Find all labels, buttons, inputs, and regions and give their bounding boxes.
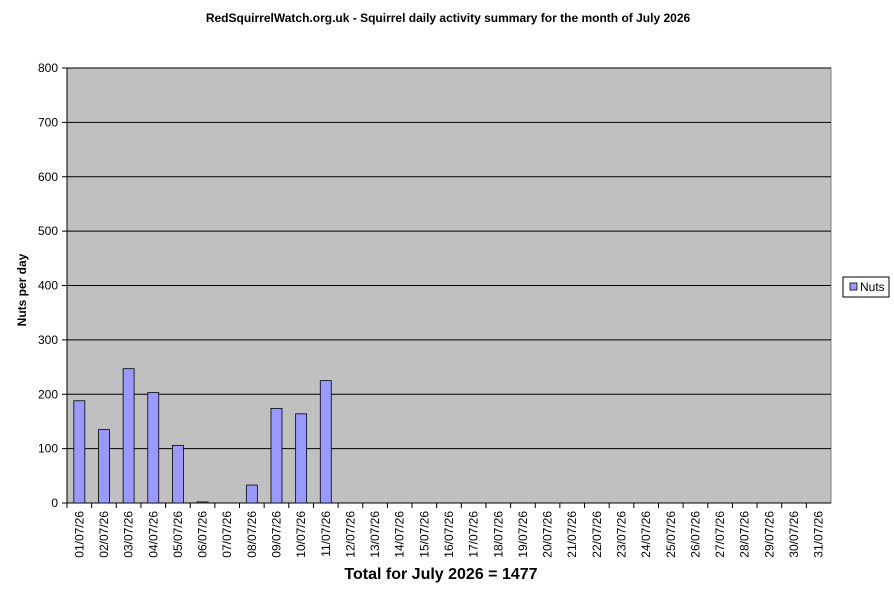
x-tick-label: 11/07/26 [319, 511, 333, 557]
y-tick-label: 500 [38, 224, 58, 238]
x-tick-label: 08/07/26 [245, 511, 259, 558]
x-tick-label: 19/07/26 [516, 511, 530, 558]
bar [147, 392, 160, 504]
bar [73, 400, 86, 504]
bar [172, 444, 184, 504]
x-tick-label: 31/07/26 [812, 511, 826, 558]
x-tick-label: 23/07/26 [615, 511, 629, 558]
x-tick-label: 29/07/26 [762, 511, 776, 558]
x-tick-label: 21/07/26 [565, 511, 579, 558]
x-tick-label: 02/07/26 [97, 511, 111, 558]
y-axis-label: Nuts per day [15, 253, 29, 326]
y-tick-label: 600 [38, 170, 58, 184]
bar [319, 380, 332, 504]
x-tick-label: 16/07/26 [442, 511, 456, 558]
y-tick-label: 700 [38, 115, 58, 129]
legend-label: Nuts [860, 280, 885, 294]
x-tick-label: 20/07/26 [541, 511, 555, 558]
bar [122, 368, 135, 504]
x-tick-label: 30/07/26 [787, 511, 801, 558]
x-tick-label: 14/07/26 [393, 511, 407, 558]
x-tick-label: 05/07/26 [171, 511, 185, 558]
x-tick-label: 03/07/26 [122, 511, 136, 558]
x-tick-label: 25/07/26 [664, 511, 678, 558]
y-tick-label: 800 [38, 61, 58, 75]
x-tick-label: 17/07/26 [467, 511, 481, 558]
y-tick-label: 0 [51, 496, 58, 510]
y-tick-label: 100 [38, 442, 58, 456]
x-tick-label: 24/07/26 [639, 511, 653, 558]
legend-box [842, 276, 890, 298]
x-tick-label: 09/07/26 [269, 511, 283, 558]
x-tick-label: 28/07/26 [738, 511, 752, 558]
x-tick-label: 01/07/26 [72, 511, 86, 558]
x-tick-label: 13/07/26 [368, 511, 382, 558]
x-axis-label: Total for July 2026 = 1477 [344, 566, 537, 583]
bar [196, 501, 209, 504]
x-tick-label: 22/07/26 [590, 511, 604, 558]
y-tick-label: 300 [38, 333, 58, 347]
bar [245, 484, 258, 504]
bar [98, 429, 110, 504]
bar [295, 413, 308, 504]
x-tick-label: 06/07/26 [196, 511, 210, 558]
x-tick-label: 26/07/26 [688, 511, 702, 558]
bar [270, 407, 283, 504]
x-tick-label: 04/07/26 [146, 511, 160, 558]
y-tick-label: 400 [38, 279, 58, 293]
chart-title: RedSquirrelWatch.org.uk - Squirrel daily… [206, 11, 691, 25]
y-tick-label: 200 [38, 387, 58, 401]
x-tick-label: 18/07/26 [491, 511, 505, 558]
legend-swatch [849, 282, 858, 291]
x-tick-label: 12/07/26 [343, 511, 357, 558]
x-tick-label: 15/07/26 [417, 511, 431, 558]
x-tick-label: 10/07/26 [294, 511, 308, 558]
x-tick-label: 27/07/26 [713, 511, 727, 558]
x-tick-label: 07/07/26 [220, 511, 234, 558]
